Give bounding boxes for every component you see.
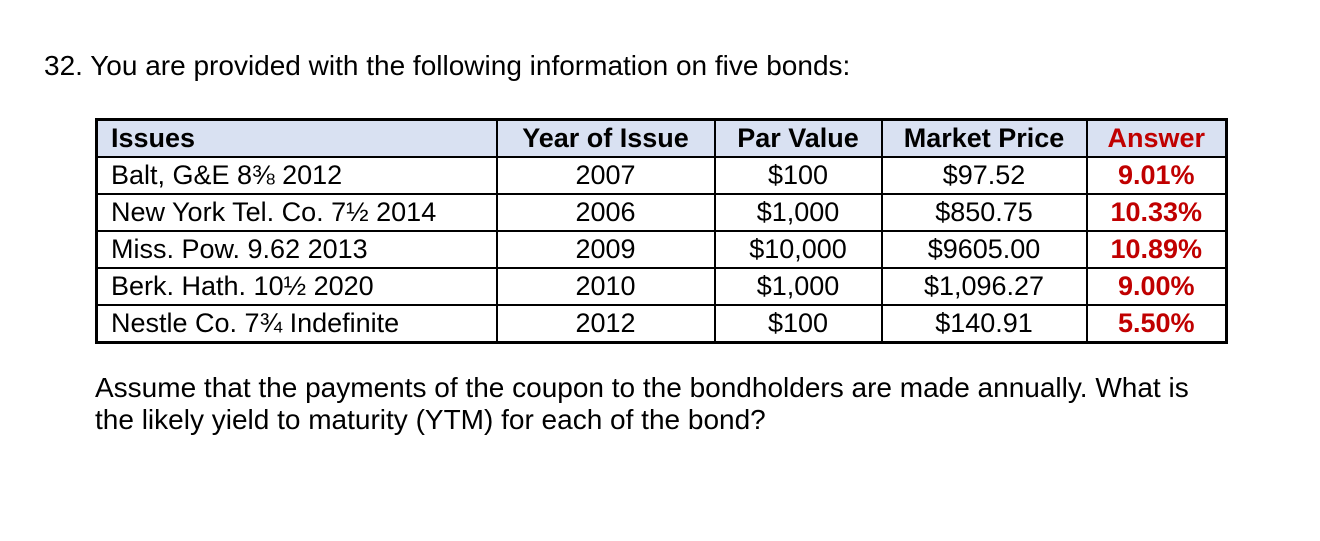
cell-answer: 9.01% xyxy=(1085,156,1228,195)
cell-year-of-issue: 2006 xyxy=(495,193,716,232)
cell-year-of-issue: 2010 xyxy=(495,267,716,306)
col-header-answer: Answer xyxy=(1085,118,1228,158)
question-paragraph: Assume that the payments of the coupon t… xyxy=(95,372,1189,436)
cell-issue: New York Tel. Co. 7½ 2014 xyxy=(95,193,498,232)
cell-par-value: $100 xyxy=(713,156,883,195)
cell-par-value: $1,000 xyxy=(713,267,883,306)
cell-par-value: $10,000 xyxy=(713,230,883,269)
cell-par-value: $1,000 xyxy=(713,193,883,232)
cell-year-of-issue: 2012 xyxy=(495,304,716,344)
cell-issue: Balt, G&E 8⅜ 2012 xyxy=(95,156,498,195)
col-header-year-of-issue: Year of Issue xyxy=(495,118,716,158)
cell-year-of-issue: 2009 xyxy=(495,230,716,269)
cell-market-price: $850.75 xyxy=(880,193,1088,232)
cell-market-price: $97.52 xyxy=(880,156,1088,195)
cell-market-price: $1,096.27 xyxy=(880,267,1088,306)
paragraph-line-1: Assume that the payments of the coupon t… xyxy=(95,372,1189,403)
cell-issue: Nestle Co. 7¾ Indefinite xyxy=(95,304,498,344)
cell-answer: 10.33% xyxy=(1085,193,1228,232)
cell-year-of-issue: 2007 xyxy=(495,156,716,195)
table-row: Berk. Hath. 10½ 2020 2010 $1,000 $1,096.… xyxy=(95,267,1228,306)
col-header-market-price: Market Price xyxy=(880,118,1088,158)
col-header-par-value: Par Value xyxy=(713,118,883,158)
table-row: Nestle Co. 7¾ Indefinite 2012 $100 $140.… xyxy=(95,304,1228,344)
cell-answer: 10.89% xyxy=(1085,230,1228,269)
cell-market-price: $140.91 xyxy=(880,304,1088,344)
table-header-row: Issues Year of Issue Par Value Market Pr… xyxy=(95,118,1228,158)
table-row: Miss. Pow. 9.62 2013 2009 $10,000 $9605.… xyxy=(95,230,1228,269)
col-header-issues: Issues xyxy=(95,118,498,158)
question-text: 32. You are provided with the following … xyxy=(44,50,851,81)
cell-answer: 9.00% xyxy=(1085,267,1228,306)
paragraph-line-2: the likely yield to maturity (YTM) for e… xyxy=(95,404,766,435)
cell-answer: 5.50% xyxy=(1085,304,1228,344)
table-row: Balt, G&E 8⅜ 2012 2007 $100 $97.52 9.01% xyxy=(95,156,1228,195)
cell-par-value: $100 xyxy=(713,304,883,344)
bonds-table: Issues Year of Issue Par Value Market Pr… xyxy=(95,118,1228,344)
cell-issue: Miss. Pow. 9.62 2013 xyxy=(95,230,498,269)
table-row: New York Tel. Co. 7½ 2014 2006 $1,000 $8… xyxy=(95,193,1228,232)
cell-market-price: $9605.00 xyxy=(880,230,1088,269)
cell-issue: Berk. Hath. 10½ 2020 xyxy=(95,267,498,306)
